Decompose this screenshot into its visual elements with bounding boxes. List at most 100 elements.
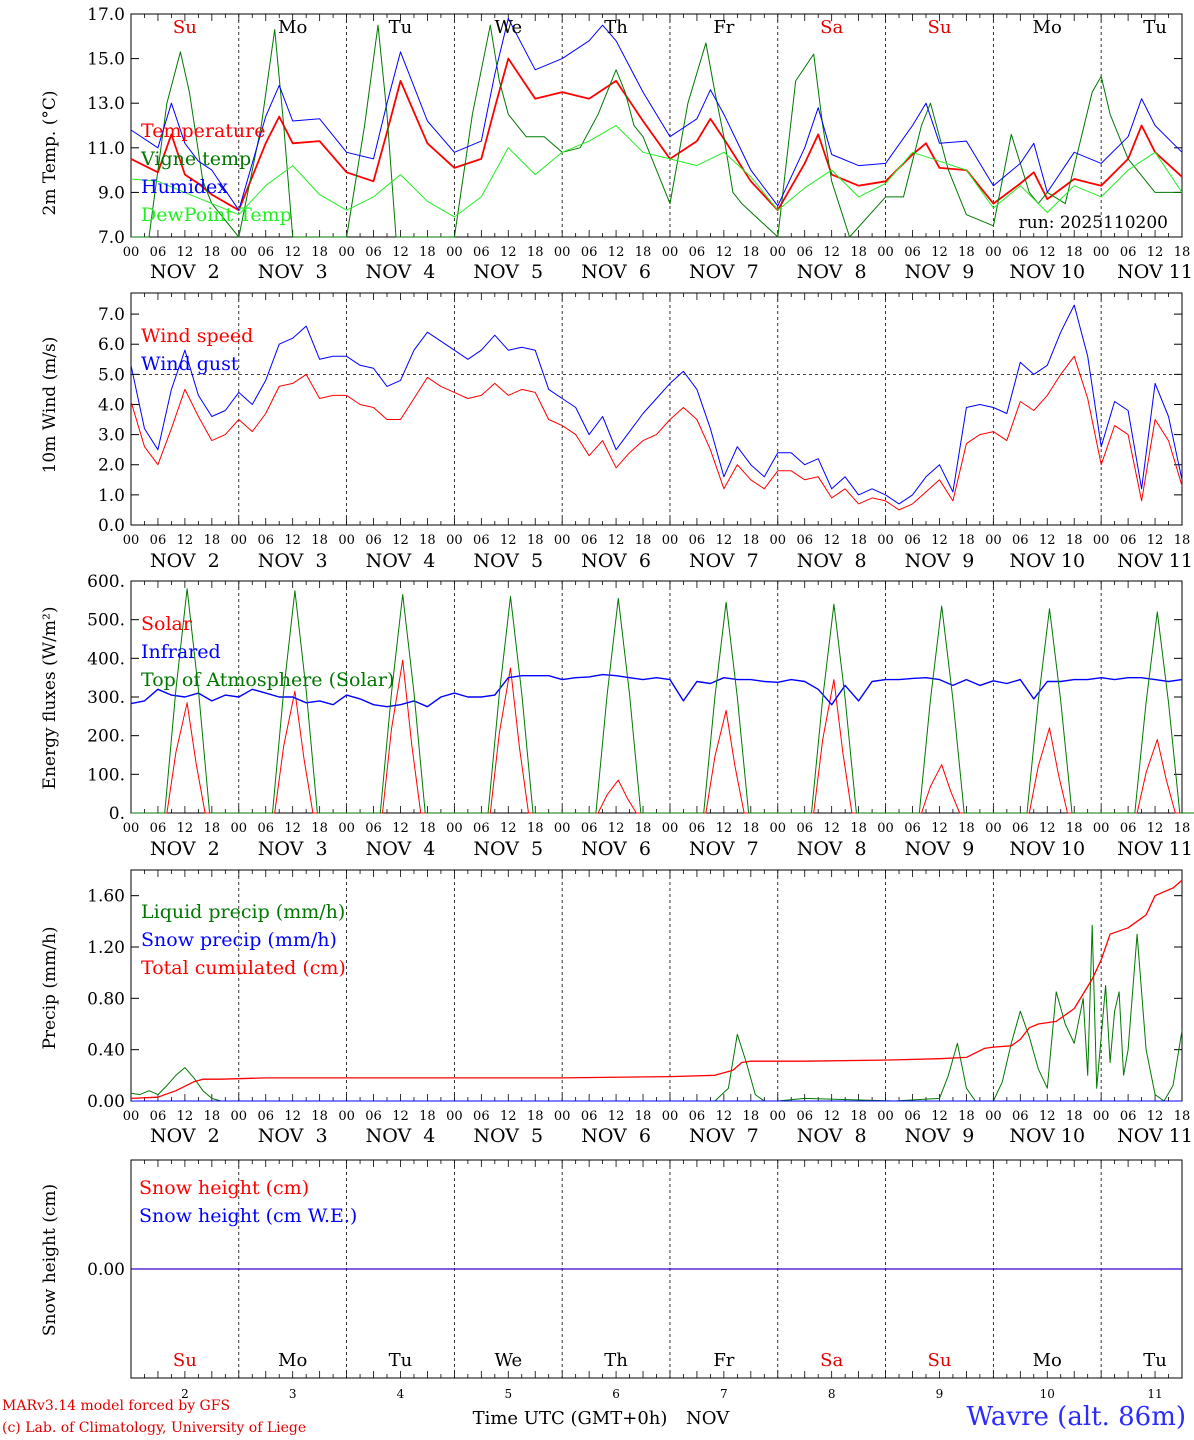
- hour-tick-label: 06: [796, 533, 813, 548]
- hour-tick-label: 00: [877, 533, 894, 548]
- date-label: NOV 11: [1117, 838, 1193, 860]
- day-number-label: 10: [1040, 1387, 1055, 1401]
- hour-tick-label: 06: [904, 533, 921, 548]
- hour-tick-label: 12: [608, 1109, 625, 1124]
- hour-tick-label: 06: [904, 245, 921, 260]
- hour-tick-label: 18: [958, 1109, 975, 1124]
- hour-tick-label: 00: [554, 533, 571, 548]
- date-label: NOV 4: [366, 1125, 436, 1147]
- hour-tick-label: 18: [1174, 245, 1191, 260]
- hour-tick-label: 12: [823, 1109, 840, 1124]
- date-label: NOV 9: [905, 261, 975, 283]
- hour-tick-label: 12: [1147, 1109, 1164, 1124]
- hour-tick-label: 00: [231, 1109, 248, 1124]
- hour-tick-label: 00: [446, 821, 463, 836]
- date-label: NOV 7: [689, 261, 759, 283]
- series-line-total-cumulated-cm: [130, 879, 1183, 1100]
- hour-tick-label: 00: [1093, 821, 1110, 836]
- date-label: NOV 5: [473, 550, 543, 572]
- weekday-label-top: Fr: [713, 17, 734, 38]
- day-number-label: 5: [504, 1387, 512, 1401]
- legend-entry: Solar: [141, 613, 193, 635]
- date-label: NOV 10: [1009, 838, 1085, 860]
- hour-tick-label: 18: [850, 821, 867, 836]
- hour-tick-label: 06: [257, 533, 274, 548]
- hour-tick-label: 00: [338, 821, 355, 836]
- hour-tick-label: 00: [1093, 533, 1110, 548]
- hour-tick-label: 06: [365, 821, 382, 836]
- hour-tick-label: 18: [1174, 533, 1191, 548]
- hour-tick-label: 06: [1120, 533, 1137, 548]
- hour-tick-label: 00: [769, 821, 786, 836]
- y-tick-label: 400.: [87, 649, 125, 669]
- hour-tick-label: 06: [904, 821, 921, 836]
- date-label: NOV 5: [473, 261, 543, 283]
- hour-tick-label: 00: [662, 821, 679, 836]
- hour-tick-label: 06: [473, 245, 490, 260]
- weekday-label-top: Mo: [1033, 17, 1062, 38]
- hour-tick-label: 06: [581, 1109, 598, 1124]
- weekday-label-bottom: Tu: [389, 1350, 413, 1371]
- weekday-label-top: Mo: [278, 17, 307, 38]
- hour-tick-label: 06: [150, 821, 167, 836]
- day-number-label: 2: [181, 1387, 189, 1401]
- hour-tick-label: 18: [1066, 533, 1083, 548]
- hour-tick-label: 18: [850, 1109, 867, 1124]
- x-axis-label: Time UTC (GMT+0h): [473, 1408, 668, 1429]
- weekday-label-top: We: [494, 17, 522, 38]
- hour-tick-label: 18: [204, 1109, 221, 1124]
- hour-tick-label: 18: [958, 533, 975, 548]
- hour-tick-label: 00: [446, 245, 463, 260]
- date-label: NOV 5: [473, 1125, 543, 1147]
- panel-frame-2: [130, 292, 1183, 526]
- y-tick-label: 2.0: [98, 456, 125, 476]
- hour-tick-label: 00: [123, 533, 140, 548]
- hour-tick-label: 06: [796, 1109, 813, 1124]
- y-tick-label: 3.0: [98, 426, 125, 446]
- legend-entry: Humidex: [141, 176, 228, 198]
- y-tick-label: 0.0: [98, 516, 125, 536]
- hour-tick-label: 06: [473, 533, 490, 548]
- hour-tick-label: 12: [1147, 533, 1164, 548]
- date-label: NOV 6: [581, 838, 651, 860]
- series-line-liquid-precip-mm-h: [130, 924, 1183, 1102]
- date-label: NOV 4: [366, 261, 436, 283]
- date-label: NOV 8: [797, 1125, 867, 1147]
- y-tick-label: 300.: [87, 688, 125, 708]
- date-label: NOV 8: [797, 261, 867, 283]
- hour-tick-label: 18: [743, 1109, 760, 1124]
- legend-entry: Top of Atmosphere (Solar): [141, 669, 394, 691]
- hour-tick-label: 12: [823, 245, 840, 260]
- y-axis-label: Energy fluxes (W/m²): [40, 607, 60, 790]
- hour-tick-label: 12: [284, 245, 301, 260]
- series-line-humidex: [130, 18, 1183, 211]
- weekday-label-bottom: Sa: [820, 1350, 843, 1371]
- hour-tick-label: 00: [985, 533, 1002, 548]
- hour-tick-label: 00: [123, 821, 140, 836]
- hour-tick-label: 18: [419, 821, 436, 836]
- legend-entry: Liquid precip (mm/h): [141, 901, 345, 923]
- y-tick-label: 1.0: [98, 486, 125, 506]
- hour-tick-label: 12: [284, 821, 301, 836]
- hour-tick-label: 00: [769, 533, 786, 548]
- hour-tick-label: 12: [608, 821, 625, 836]
- hour-tick-label: 00: [338, 245, 355, 260]
- hour-tick-label: 12: [177, 245, 194, 260]
- hour-tick-label: 00: [877, 245, 894, 260]
- hour-tick-label: 06: [689, 1109, 706, 1124]
- hour-tick-label: 00: [985, 245, 1002, 260]
- hour-tick-label: 00: [338, 533, 355, 548]
- y-tick-label: 1.60: [87, 887, 125, 907]
- hour-tick-label: 00: [123, 1109, 140, 1124]
- hour-tick-label: 06: [689, 533, 706, 548]
- hour-tick-label: 18: [743, 245, 760, 260]
- y-tick-label: 7.0: [98, 228, 125, 248]
- hour-tick-label: 06: [150, 245, 167, 260]
- day-number-label: 3: [289, 1387, 297, 1401]
- legend-entry: Infrared: [141, 641, 221, 663]
- hour-tick-label: 06: [581, 245, 598, 260]
- hour-tick-label: 06: [1012, 245, 1029, 260]
- hour-tick-label: 12: [284, 1109, 301, 1124]
- hour-tick-label: 18: [311, 821, 328, 836]
